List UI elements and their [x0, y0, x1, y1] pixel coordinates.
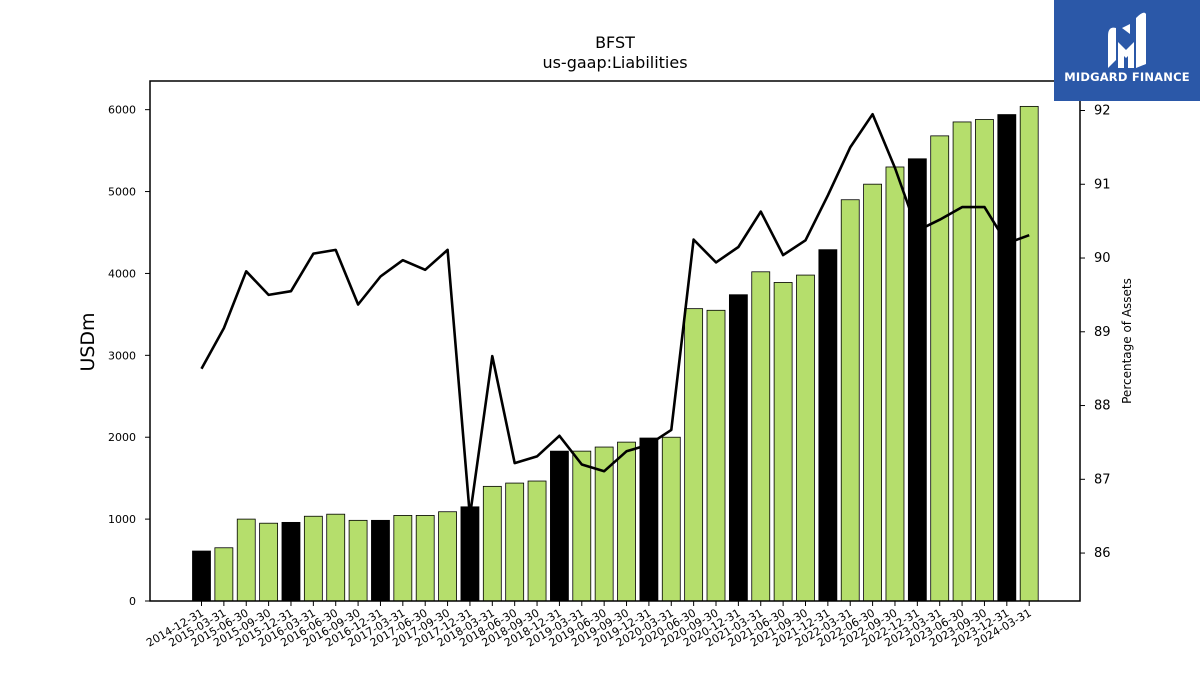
bar-2019-09-30 [617, 441, 636, 602]
bar-2020-12-31 [728, 294, 748, 602]
bar-2016-09-30 [348, 519, 368, 602]
bar-2017-03-31 [393, 515, 413, 602]
bar-2019-12-31 [639, 437, 659, 602]
bar-2015-03-31 [214, 547, 234, 602]
y2-tick-label: 87 [1094, 472, 1111, 487]
plot-frame [149, 80, 1081, 602]
bar-2023-09-30 [975, 119, 994, 602]
chart-title: BFST [595, 33, 635, 52]
logo-text: MIDGARD FINANCE [1064, 70, 1190, 84]
bar-2020-06-30 [684, 308, 704, 602]
bar-2015-09-30 [259, 522, 279, 602]
midgard-finance-logo: MIDGARD FINANCE [1054, 0, 1200, 101]
bar-2016-03-31 [303, 515, 323, 602]
bar-2020-09-30 [706, 309, 726, 602]
y-axis-ticks: 0 1000 2000 3000 4000 5000 6000 [108, 104, 150, 608]
y-tick-label: 0 [129, 595, 136, 608]
y-tick-label: 3000 [108, 349, 136, 362]
percentage-of-assets-line [200, 112, 1030, 518]
bar-2017-06-30 [415, 515, 435, 602]
y2-tick-label: 92 [1094, 104, 1111, 119]
y2-axis-ticks: 86 87 88 89 90 91 92 [1080, 104, 1111, 561]
bar-2022-06-30 [863, 183, 882, 602]
y-tick-label: 2000 [108, 431, 136, 444]
bar-2016-06-30 [326, 513, 346, 602]
bar-2023-12-31 [997, 114, 1017, 602]
y-tick-label: 6000 [108, 104, 136, 117]
bars-group [192, 105, 1039, 602]
y2-tick-label: 90 [1094, 251, 1111, 266]
chart-subtitle: us-gaap:Liabilities [542, 53, 687, 72]
bar-2020-03-31 [661, 436, 681, 602]
y-tick-label: 5000 [108, 186, 136, 199]
bar-2021-09-30 [796, 274, 815, 602]
y2-tick-label: 86 [1094, 546, 1111, 561]
y2-tick-label: 88 [1094, 399, 1111, 414]
bar-2022-09-30 [885, 166, 905, 602]
bar-2018-03-31 [482, 485, 502, 602]
y2-axis-label: Percentage of Assets [1120, 278, 1134, 404]
bar-2019-03-31 [572, 450, 592, 602]
midgard-m-icon [1108, 12, 1146, 69]
bar-2014-12-31 [192, 550, 211, 602]
bar-2021-12-31 [818, 249, 838, 602]
bar-2017-09-30 [438, 511, 457, 602]
y2-tick-label: 89 [1094, 325, 1111, 340]
y-axis-label: USDm [77, 312, 99, 371]
bar-2018-09-30 [527, 480, 547, 602]
bar-2018-06-30 [505, 482, 525, 602]
bar-2018-12-31 [550, 450, 569, 602]
bar-2021-03-31 [751, 271, 771, 602]
y2-tick-label: 91 [1094, 177, 1111, 192]
y-tick-label: 4000 [108, 267, 136, 280]
bar-2021-06-30 [773, 282, 793, 602]
y-tick-label: 1000 [108, 513, 136, 526]
x-axis-ticks: 2014-12-312015-03-312015-06-302015-09-30… [144, 601, 1034, 650]
line-group [200, 112, 1030, 518]
bar-2022-03-31 [840, 199, 860, 602]
bar-2023-06-30 [952, 121, 972, 602]
bar-2015-06-30 [236, 518, 256, 602]
bar-2015-12-31 [281, 521, 301, 602]
bar-2023-03-31 [930, 135, 950, 602]
bar-2022-12-31 [907, 158, 927, 602]
bar-2017-12-31 [460, 506, 480, 602]
bar-2024-03-31 [1019, 105, 1039, 602]
bar-2016-12-31 [371, 519, 390, 602]
